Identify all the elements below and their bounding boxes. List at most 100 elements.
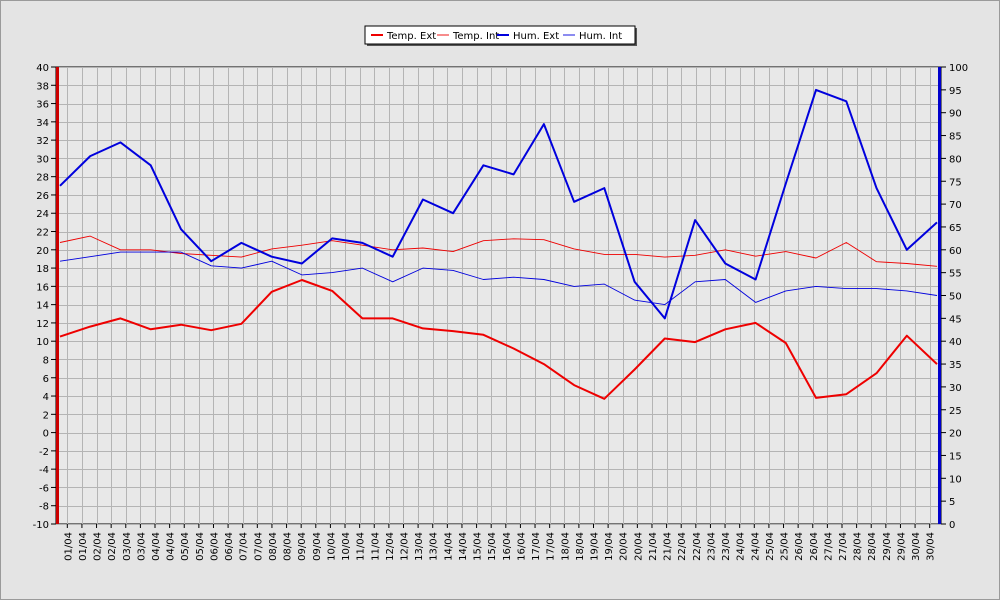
right-axis-tick-label: 40 [949,337,962,348]
right-axis-tick-label: 10 [949,474,962,485]
x-axis-tick-label: 14/04 [443,532,454,561]
x-axis-tick-label: 26/04 [794,532,805,561]
right-axis-bar [938,67,941,524]
legend-label: Temp. Ext [386,31,436,42]
left-axis-tick-label: 10 [36,337,49,348]
x-axis-tick-label: 11/04 [370,532,381,561]
x-axis-tick-label: 04/04 [166,532,177,561]
x-axis-tick-label: 08/04 [268,532,279,561]
right-axis-tick-label: 25 [949,406,962,417]
plot-area [55,66,942,525]
left-axis-tick-label: 36 [36,100,49,111]
x-axis-tick-label: 20/04 [619,532,630,561]
right-axis-tick-label: 50 [949,292,962,303]
x-axis-tick-label: 13/04 [414,532,425,561]
right-axis-tick-label: 90 [949,109,962,120]
left-axis-tick-label: 8 [43,355,49,366]
x-axis-tick-label: 10/04 [341,532,352,561]
right-axis-tick-label: 80 [949,154,962,165]
left-axis-tick-label: 32 [36,136,49,147]
right-axis-tick-label: 85 [949,132,962,143]
left-axis-tick-label: 28 [36,173,49,184]
left-axis-tick-label: 30 [36,154,49,165]
right-axis-tick-label: 30 [949,383,962,394]
x-axis-tick-label: 03/04 [136,532,147,561]
x-axis-tick-label: 22/04 [677,532,688,561]
left-axis-tick-label: 34 [36,118,49,129]
x-axis-tick-label: 09/04 [297,532,308,561]
x-axis-tick-label: 07/04 [239,532,250,561]
left-axis-tick-label: 6 [43,374,49,385]
x-axis-tick-label: 26/04 [809,532,820,561]
x-axis-tick-label: 06/04 [209,532,220,561]
x-axis-tick-label: 21/04 [663,532,674,561]
x-axis-tick-label: 15/04 [487,532,498,561]
x-axis-tick-label: 24/04 [736,532,747,561]
legend-label: Hum. Int [579,31,622,42]
left-axis-tick-label: -4 [39,465,49,476]
x-axis-tick-label: 28/04 [853,532,864,561]
x-axis-tick-label: 16/04 [516,532,527,561]
x-axis-tick-label: 24/04 [750,532,761,561]
x-axis-tick-label: 18/04 [575,532,586,561]
x-axis-tick-label: 10/04 [326,532,337,561]
right-axis-tick-label: 5 [949,497,955,508]
x-axis-tick-label: 01/04 [78,532,89,561]
x-axis-tick-label: 28/04 [867,532,878,561]
left-axis-tick-label: 20 [36,246,49,257]
left-axis-tick-label: 24 [36,209,49,220]
left-axis-tick-label: 16 [36,282,49,293]
x-axis-tick-label: 18/04 [560,532,571,561]
right-axis-tick-label: 45 [949,314,962,325]
x-axis-tick-label: 05/04 [195,532,206,561]
x-axis-tick-label: 12/04 [399,532,410,561]
left-axis-tick-label: 14 [36,301,49,312]
x-axis-tick-label: 20/04 [633,532,644,561]
x-axis-tick-label: 22/04 [692,532,703,561]
left-axis-tick-label: 22 [36,228,49,239]
x-axis-tick-label: 23/04 [721,532,732,561]
x-axis-tick-label: 21/04 [648,532,659,561]
right-axis-tick-label: 20 [949,429,962,440]
right-axis-tick-label: 95 [949,86,962,97]
right-axis-tick-label: 15 [949,451,962,462]
x-axis-tick-label: 02/04 [93,532,104,561]
x-axis-tick-label: 29/04 [882,532,893,561]
x-axis-tick-label: 14/04 [458,532,469,561]
x-axis-tick-label: 11/04 [356,532,367,561]
x-axis-tick-label: 02/04 [107,532,118,561]
left-axis-tick-label: -8 [39,502,49,513]
x-axis-tick-label: 27/04 [838,532,849,561]
x-axis-tick-label: 23/04 [706,532,717,561]
right-axis-tick-label: 60 [949,246,962,257]
right-axis-tick-label: 0 [949,520,955,531]
series-line-hum-int [59,251,938,306]
right-axis-tick-label: 35 [949,360,962,371]
legend-label: Temp. Int [452,31,499,42]
left-axis-tick-label: -6 [39,483,49,494]
x-axis-tick-label: 04/04 [151,532,162,561]
x-axis-tick-label: 08/04 [283,532,294,561]
left-axis-bar [56,67,59,524]
series-line-hum-ext [59,88,938,320]
x-axis-tick-label: 07/04 [253,532,264,561]
x-axis-tick-label: 16/04 [502,532,513,561]
x-axis-tick-label: 03/04 [122,532,133,561]
x-axis-tick-label: 25/04 [765,532,776,561]
x-axis-tick-label: 19/04 [604,532,615,561]
left-axis-tick-label: -2 [39,447,49,458]
x-axis-tick-label: 09/04 [312,532,323,561]
x-axis-tick-label: 17/04 [546,532,557,561]
x-axis-tick-label: 17/04 [531,532,542,561]
x-axis-tick-label: 13/04 [429,532,440,561]
x-axis-tick-label: 06/04 [224,532,235,561]
x-axis-tick-label: 30/04 [911,532,922,561]
x-axis-tick-label: 15/04 [473,532,484,561]
series-line-temp-ext [59,279,938,400]
x-axis-tick-label: 19/04 [590,532,601,561]
left-axis-tick-label: 12 [36,319,49,330]
right-axis-tick-label: 70 [949,200,962,211]
right-axis-tick-label: 100 [949,63,968,74]
